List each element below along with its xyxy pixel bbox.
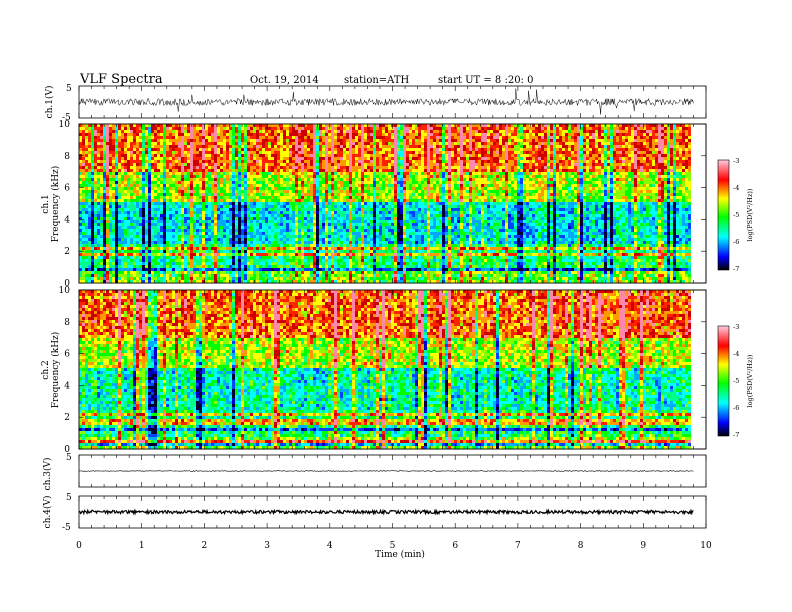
ch1-cbar-tick: -5 — [733, 211, 739, 219]
ch2-cbar-tick: -4 — [733, 350, 739, 358]
x-tick-label: 8 — [578, 541, 584, 551]
ch2-spectrogram-panel: 0 2 4 6 8 10 ch.2 Frequency (kHz) -3 -4 -5 -6… — [41, 286, 754, 455]
ch1-ytick-top: 5 — [66, 84, 72, 94]
spec-ytick-label: 4 — [64, 381, 70, 391]
ch2-spec-ylabel: ch.2 — [41, 360, 51, 379]
spec-ytick-label: 10 — [59, 120, 71, 130]
ch3-ylabel: ch.3(V) — [42, 458, 53, 491]
figure-title: VLF Spectra — [79, 72, 163, 87]
x-tick-label: 4 — [327, 541, 333, 551]
ch4-ytick-top: 5 — [66, 493, 72, 503]
ch1-cbar-tick: -4 — [733, 184, 739, 192]
spec-ytick-label: 0 — [64, 445, 70, 455]
ch1-trace — [78, 88, 694, 115]
spec-ytick-label: 2 — [64, 413, 70, 423]
start-time-label: start UT = 8 :20: 0 — [438, 75, 533, 86]
ch2-cbar-tick: -5 — [733, 377, 739, 385]
ch1-spec-ylabel2: Frequency (kHz) — [50, 166, 61, 243]
spec-ytick-label: 8 — [64, 152, 70, 162]
time-axis: 0 1 2 3 4 5 6 7 8 9 10 — [76, 86, 712, 551]
ch1-spectrogram-panel: 0 2 4 6 8 10 ch.1 Frequency (kHz) -3 -4 -5 -6… — [41, 120, 754, 289]
ch1-colorbar — [717, 159, 730, 271]
spec-ytick-label: 6 — [64, 350, 70, 360]
time-axis-label: Time (min) — [375, 549, 425, 560]
ch2-spec-ylabel2: Frequency (kHz) — [50, 332, 61, 409]
x-tick-label: 5 — [390, 541, 396, 551]
ch1-cbar-tick: -6 — [733, 238, 739, 246]
ch2-colorbar — [717, 325, 730, 437]
spec-ytick-label: 4 — [64, 215, 70, 225]
x-tick-label: 3 — [264, 541, 270, 551]
ch1-spectrogram — [79, 124, 691, 283]
ch1-cbar-tick: -3 — [733, 157, 739, 165]
ch2-cbar-label: log(PSD(V²/Hz)) — [746, 354, 754, 407]
ch4-trace — [78, 508, 694, 516]
ch1-cbar-tick: -7 — [733, 265, 739, 273]
ch2-spectrogram — [79, 290, 691, 449]
x-tick-label: 0 — [76, 541, 82, 551]
spec-ytick-label: 0 — [64, 279, 70, 289]
ch4-ylabel: ch.4(V) — [42, 496, 53, 529]
ch1-spec-ylabel: ch.1 — [41, 194, 51, 213]
x-tick-label: 2 — [202, 541, 208, 551]
spec-ytick-label: 2 — [64, 247, 70, 257]
ch1-ylabel: ch.1(V) — [44, 86, 55, 119]
ch2-cbar-tick: -3 — [733, 323, 739, 331]
x-tick-label: 1 — [139, 541, 145, 551]
ch2-cbar-tick: -7 — [733, 431, 739, 439]
spec-ytick-label: 8 — [64, 318, 70, 328]
ch4-ytick-bottom: -5 — [62, 523, 71, 533]
x-tick-label: 7 — [515, 541, 521, 551]
ch3-ytick-top: 5 — [66, 453, 72, 463]
ch1-waveform-panel: 5 -5 ch.1(V) — [44, 84, 707, 123]
x-tick-label: 10 — [700, 541, 712, 551]
station-label: station=ATH — [344, 75, 410, 86]
ch2-cbar-tick: -6 — [733, 404, 739, 412]
ch3-trace — [78, 470, 694, 472]
date-label: Oct. 19, 2014 — [250, 75, 319, 86]
ch1-ytick-bottom: -5 — [62, 113, 71, 123]
x-tick-label: 6 — [452, 541, 458, 551]
spec-ytick-label: 10 — [59, 286, 71, 296]
ch1-cbar-label: log(PSD(V²/Hz)) — [746, 188, 754, 241]
spec-ytick-label: 6 — [64, 184, 70, 194]
x-tick-label: 9 — [640, 541, 646, 551]
